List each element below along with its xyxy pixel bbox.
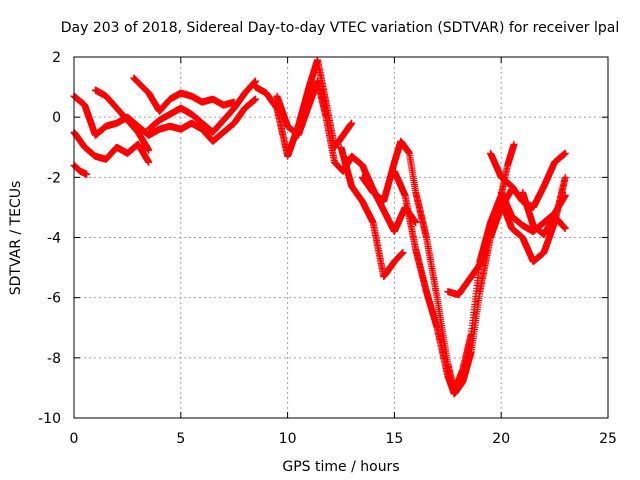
series-trace-6 bbox=[145, 77, 260, 136]
x-tick-label: 25 bbox=[599, 431, 617, 447]
y-tick-label: -6 bbox=[47, 291, 61, 307]
series-markers bbox=[273, 77, 420, 235]
x-axis-label: GPS time / hours bbox=[282, 459, 399, 475]
series-markers bbox=[519, 188, 569, 238]
series-trace-5 bbox=[130, 74, 238, 115]
y-tick-label: -10 bbox=[38, 411, 61, 427]
series-trace-7 bbox=[145, 95, 260, 145]
y-tick-label: -4 bbox=[47, 231, 61, 247]
y-tick-label: -2 bbox=[47, 170, 61, 186]
series-markers bbox=[337, 143, 407, 281]
y-tick-label: 2 bbox=[52, 50, 61, 66]
series-markers bbox=[91, 86, 153, 154]
chart-title: Day 203 of 2018, Sidereal Day-to-day VTE… bbox=[61, 20, 619, 36]
series-markers bbox=[444, 173, 569, 299]
y-axis-label: SDTVAR / TECUs bbox=[8, 181, 24, 296]
series-markers bbox=[145, 95, 260, 145]
axis-ticks: 0 5 10 15 20 25 -10 -8 -6 -4 -2 0 2 bbox=[38, 50, 617, 447]
x-tick-label: 15 bbox=[385, 431, 403, 447]
x-tick-label: 10 bbox=[279, 431, 297, 447]
y-tick-label: -8 bbox=[47, 351, 61, 367]
series-markers bbox=[145, 77, 260, 136]
series-markers bbox=[130, 74, 238, 115]
data-points bbox=[70, 56, 569, 398]
series-trace-9 bbox=[273, 77, 420, 235]
x-tick-label: 0 bbox=[70, 431, 79, 447]
x-tick-label: 5 bbox=[176, 431, 185, 447]
series-trace-10 bbox=[337, 143, 407, 281]
series-trace-4 bbox=[91, 86, 153, 154]
x-tick-label: 20 bbox=[492, 431, 510, 447]
y-tick-label: 0 bbox=[52, 110, 61, 126]
series-trace-13 bbox=[444, 173, 569, 299]
series-trace-16 bbox=[519, 188, 569, 238]
